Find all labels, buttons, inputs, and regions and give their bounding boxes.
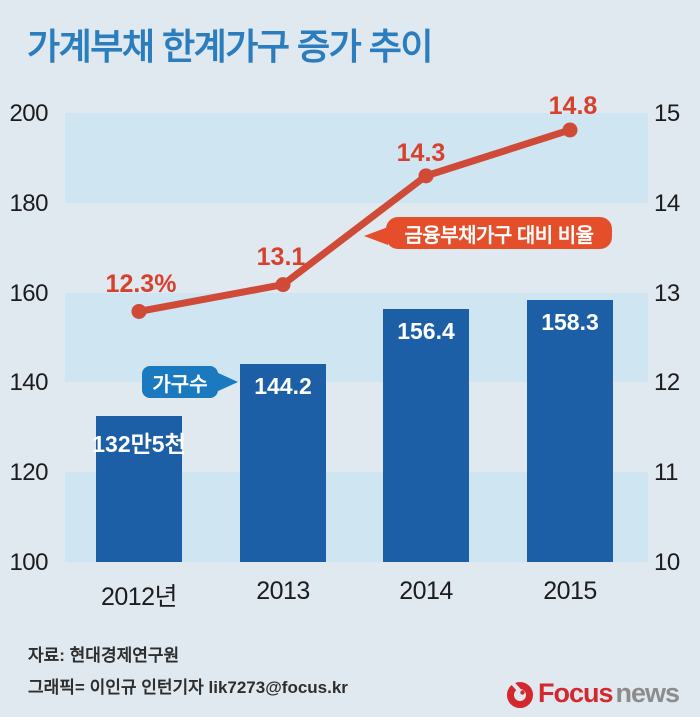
right-axis-tick: 10 <box>654 549 680 576</box>
page-title: 가계부채 한계가구 증가 추이 <box>27 26 433 67</box>
line-value-label: 14.8 <box>548 91 598 120</box>
line-value-label: 14.3 <box>396 138 446 167</box>
line-value-label: 13.1 <box>256 242 306 271</box>
source-text: 자료: 현대경제연구원 <box>28 646 180 665</box>
x-axis-label: 2012년 <box>100 583 178 611</box>
x-axis-label: 2013 <box>256 577 310 605</box>
arrow-left-icon <box>364 226 388 245</box>
ratio-series-badge-text: 금융부채가구 대비 비율 <box>404 224 594 247</box>
logo-mark-icon <box>507 681 533 708</box>
arrow-right-icon <box>216 372 238 392</box>
bar-2014 <box>383 308 469 562</box>
left-axis-tick: 200 <box>9 100 48 127</box>
left-axis-tick: 180 <box>9 189 48 217</box>
left-axis-tick: 120 <box>9 459 48 487</box>
line-value-label: 12.3% <box>105 270 177 299</box>
x-axis-label: 2014 <box>399 577 453 605</box>
right-axis-tick: 11 <box>654 459 678 487</box>
logo-focus-text: Focus <box>538 678 614 708</box>
bar-2015 <box>527 300 613 562</box>
bar-2013 <box>240 363 326 562</box>
x-axis-label: 2015 <box>543 577 597 605</box>
left-axis-tick: 100 <box>9 549 48 576</box>
bar-value-label: 156.4 <box>397 317 455 344</box>
grid-band <box>65 113 648 203</box>
households-series-badge-text: 가구수 <box>152 373 208 396</box>
line-marker <box>275 277 291 293</box>
right-axis-tick: 15 <box>654 100 680 127</box>
bar-value-label: 132만5천 <box>92 431 186 458</box>
right-axis-tick: 12 <box>654 369 680 397</box>
logo-news-text: news <box>615 678 681 708</box>
right-axis-tick: 13 <box>654 279 680 307</box>
credit-text: 그래픽= 이인규 인턴기자 lik7273@focus.kr <box>28 678 348 697</box>
focus-news-logo: Focus news <box>506 678 681 709</box>
bar-value-label: 144.2 <box>254 372 312 399</box>
left-axis-tick: 140 <box>9 369 48 397</box>
households-series-badge: 가구수 <box>142 366 238 398</box>
right-axis-tick: 14 <box>654 189 680 217</box>
ratio-series-badge: 금융부채가구 대비 비율 <box>364 217 612 249</box>
left-axis-tick: 160 <box>9 279 48 307</box>
bar-2012년 <box>96 416 182 562</box>
bar-value-label: 158.3 <box>541 309 599 336</box>
